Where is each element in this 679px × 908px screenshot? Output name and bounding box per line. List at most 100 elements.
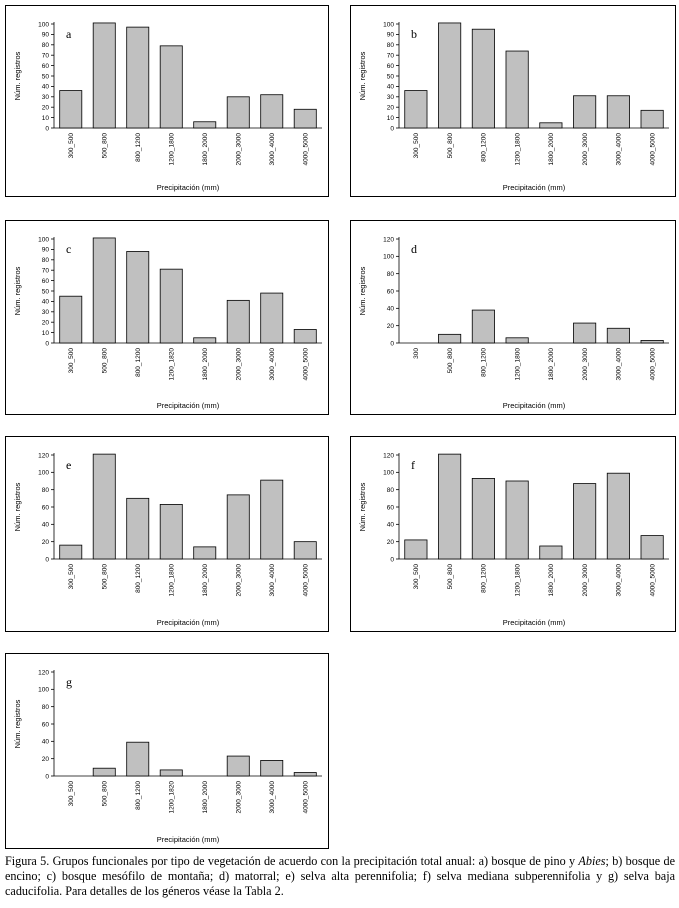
- bar-4000_5000: [293, 541, 317, 560]
- bar-800_1200: [126, 497, 150, 560]
- bar-300_500: [59, 544, 83, 560]
- x-tick-label: 300: [413, 348, 420, 359]
- x-tick-label: 3000_4000: [616, 348, 623, 381]
- x-tick-label: 1800_2000: [202, 781, 209, 814]
- x-axis-title: Precipitación (mm): [157, 835, 220, 844]
- y-tick-label: 40: [42, 84, 50, 91]
- panel-letter: a: [66, 27, 72, 41]
- x-tick-label: 500_800: [102, 564, 109, 590]
- y-tick-label: 10: [42, 115, 50, 122]
- x-tick-label: 1200_1800: [514, 133, 521, 166]
- x-tick-label: 300_500: [68, 564, 75, 590]
- y-tick-label: 40: [42, 522, 50, 529]
- y-tick-label: 30: [387, 94, 395, 101]
- y-tick-label: 20: [42, 756, 50, 763]
- bar-1200_1800: [159, 504, 183, 560]
- x-tick-label: 300_500: [68, 348, 75, 374]
- chart-panel-b: 0 10 20 30 40 50 60 70 80 90 100 300_500 500_800 800_…: [350, 5, 676, 197]
- caption-part1: Figura 5. Grupos funcionales por tipo de…: [5, 854, 579, 868]
- x-tick-label: 1800_2000: [548, 348, 555, 381]
- chart-c-svg: 0 10 20 30 40 50 60 70 80 90 100 300_500 500_800 800_…: [13, 236, 322, 410]
- x-axis-title: Precipitación (mm): [157, 401, 220, 410]
- x-tick-label: 1800_2000: [202, 564, 209, 597]
- y-tick-label: 90: [42, 32, 50, 39]
- bar-4000_5000: [640, 340, 664, 344]
- x-axis-title: Precipitación (mm): [157, 618, 220, 627]
- chart-panel-c: 0 10 20 30 40 50 60 70 80 90 100 300_500 500_800 800_…: [5, 220, 329, 415]
- y-tick-label: 20: [42, 539, 50, 546]
- bar-800_1200: [126, 26, 150, 129]
- panel-letter: e: [66, 458, 71, 472]
- chart-panel-a: 0 10 20 30 40 50 60 70 80 90 100 300_500 500_800 800_…: [5, 5, 329, 197]
- y-tick-label: 20: [387, 105, 395, 112]
- figure-caption: Figura 5. Grupos funcionales por tipo de…: [5, 854, 675, 899]
- y-tick-label: 40: [42, 739, 50, 746]
- chart-d-svg: 0 20 40 60 80 100 120 300 500_800 800_1200 1200_18…: [358, 236, 669, 410]
- bar-2000_3000: [573, 322, 597, 344]
- x-tick-label: 300_500: [413, 564, 420, 590]
- y-tick-label: 60: [42, 63, 50, 70]
- bar-4000_5000: [640, 535, 664, 560]
- y-tick-label: 100: [383, 21, 394, 28]
- x-tick-label: 2000_3000: [236, 348, 243, 381]
- x-tick-label: 1200_1800: [169, 133, 176, 166]
- y-tick-label: 50: [42, 73, 50, 80]
- chart-a-svg: 0 10 20 30 40 50 60 70 80 90 100 300_500 500_800 800_…: [13, 21, 322, 192]
- bar-1800_2000: [193, 337, 217, 344]
- x-tick-label: 1200_1820: [169, 348, 176, 381]
- y-tick-label: 120: [383, 452, 394, 459]
- x-tick-label: 4000_5000: [303, 564, 310, 597]
- y-tick-label: 50: [42, 288, 50, 295]
- y-tick-label: 100: [38, 21, 49, 28]
- bar-1800_2000: [193, 546, 217, 560]
- y-tick-label: 120: [38, 669, 49, 676]
- y-tick-label: 60: [42, 721, 50, 728]
- x-tick-label: 1800_2000: [202, 133, 209, 166]
- bar-500_800: [438, 453, 462, 560]
- y-tick-label: 80: [387, 42, 395, 49]
- bar-1200_1800: [505, 480, 529, 560]
- x-tick-label: 1800_2000: [202, 348, 209, 381]
- y-tick-label: 20: [42, 105, 50, 112]
- x-tick-label: 3000_4000: [269, 133, 276, 166]
- bar-500_800: [438, 22, 462, 129]
- bar-800_1200: [471, 28, 495, 129]
- y-tick-label: 0: [45, 340, 49, 347]
- bar-2000_3000: [226, 755, 250, 777]
- bar-800_1200: [126, 741, 150, 777]
- y-tick-label: 60: [42, 504, 50, 511]
- x-tick-label: 500_800: [447, 564, 454, 590]
- y-tick-label: 70: [42, 53, 50, 60]
- bar-800_1200: [471, 309, 495, 344]
- x-tick-label: 1200_1820: [169, 781, 176, 814]
- bar-800_1200: [126, 251, 150, 344]
- bar-300_500: [59, 90, 83, 129]
- bar-800_1200: [471, 478, 495, 560]
- x-tick-label: 500_800: [102, 348, 109, 374]
- y-tick-label: 30: [42, 309, 50, 316]
- chart-panel-d: 0 20 40 60 80 100 120 300 500_800 800_1200 1200_18…: [350, 220, 676, 415]
- bar-4000_5000: [640, 109, 664, 129]
- bar-2000_3000: [226, 299, 250, 344]
- x-axis-title: Precipitación (mm): [157, 183, 220, 192]
- caption-part2: ; b) bosque de encino; c) bosque mesófil…: [5, 854, 675, 898]
- x-tick-label: 1200_1800: [169, 564, 176, 597]
- chart-e-svg: 0 20 40 60 80 100 120 300_500 500_800 800_1200 120…: [13, 452, 322, 627]
- bar-4000_5000: [293, 772, 317, 777]
- panel-letter: g: [66, 675, 72, 689]
- y-tick-label: 0: [390, 556, 394, 563]
- bar-500_800: [438, 333, 462, 344]
- y-axis-title: Núm. registros: [358, 266, 367, 315]
- y-tick-label: 50: [387, 73, 395, 80]
- bar-3000_4000: [260, 479, 284, 560]
- y-tick-label: 40: [42, 299, 50, 306]
- x-tick-label: 800_1200: [135, 564, 142, 593]
- x-tick-label: 300_500: [68, 781, 75, 807]
- x-tick-label: 4000_5000: [649, 348, 656, 381]
- bar-2000_3000: [226, 494, 250, 560]
- panel-letter: b: [411, 27, 417, 41]
- y-tick-label: 120: [383, 236, 394, 243]
- x-tick-label: 2000_3000: [236, 564, 243, 597]
- x-tick-label: 2000_3000: [236, 781, 243, 814]
- bar-3000_4000: [260, 760, 284, 777]
